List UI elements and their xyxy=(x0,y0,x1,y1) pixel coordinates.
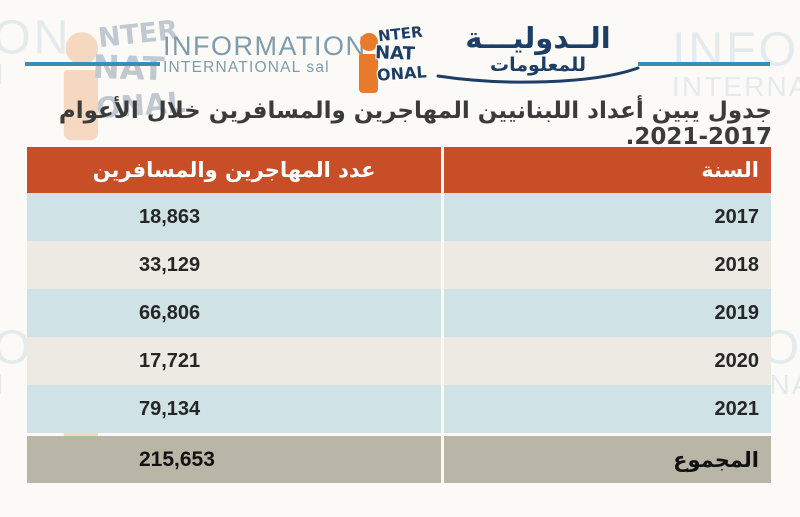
value-2020: 17,721 xyxy=(139,349,201,372)
watermark-logo-text: INFORMATION INTERNATIONAL sal xyxy=(0,10,72,91)
value-2021: 79,134 xyxy=(139,397,201,420)
table-row: 17,721 2020 xyxy=(27,337,771,385)
logo-i-icon: NTER NAT ONAL xyxy=(358,22,427,94)
logo-mark-letters: NAT xyxy=(374,42,416,65)
column-divider xyxy=(441,193,444,241)
table-row: 66,806 2019 xyxy=(27,289,771,337)
data-table: عدد المهاجرين والمسافرين السنة 18,863 20… xyxy=(27,147,771,483)
column-divider xyxy=(441,147,444,193)
table-row: 79,134 2021 xyxy=(27,385,771,433)
column-divider xyxy=(441,436,444,483)
column-divider xyxy=(441,385,444,433)
logo-arabic-line2: للمعلومات xyxy=(489,54,586,77)
logo-line2: INTERNATIONAL sal xyxy=(163,59,330,77)
logo-arabic-line1: الــدوليـــة xyxy=(465,21,611,55)
year-2019: 2019 xyxy=(714,301,760,324)
value-2019: 66,806 xyxy=(139,301,201,324)
logo-swash xyxy=(436,66,640,84)
column-divider xyxy=(441,241,444,289)
total-label: المجموع xyxy=(673,447,759,472)
total-value: 215,653 xyxy=(139,447,215,471)
header-count-column: عدد المهاجرين والمسافرين xyxy=(92,158,376,182)
table-header-row: عدد المهاجرين والمسافرين السنة xyxy=(27,147,771,193)
column-divider xyxy=(441,289,444,337)
year-2021: 2021 xyxy=(714,397,760,420)
table-row: 33,129 2018 xyxy=(27,241,771,289)
header-year-column: السنة xyxy=(701,158,759,182)
logo-mark-letters: NTER xyxy=(377,22,424,46)
year-2020: 2020 xyxy=(714,349,760,372)
page-title: جدول يبين أعداد اللبنانيين المهاجرين وال… xyxy=(58,98,772,150)
logo-line1: INFORMATION xyxy=(163,31,367,61)
value-2017: 18,863 xyxy=(139,205,201,228)
logo-i-dot xyxy=(360,33,378,51)
logo-mark-letters: ONAL xyxy=(376,62,428,85)
table-total-row: 215,653 المجموع xyxy=(27,436,771,483)
logo-arabic-calligraphy: الــدوليـــة للمعلومات xyxy=(436,21,640,84)
logo-rule-right xyxy=(638,62,770,66)
logo-rule-left xyxy=(25,62,160,66)
value-2018: 33,129 xyxy=(139,253,201,276)
year-2018: 2018 xyxy=(714,253,760,276)
logo-wordmark: INFORMATION INTERNATIONAL sal xyxy=(163,32,366,77)
logo-i-stem xyxy=(359,54,378,93)
column-divider xyxy=(441,337,444,385)
table-row: 18,863 2017 xyxy=(27,193,771,241)
year-2017: 2017 xyxy=(714,205,760,228)
